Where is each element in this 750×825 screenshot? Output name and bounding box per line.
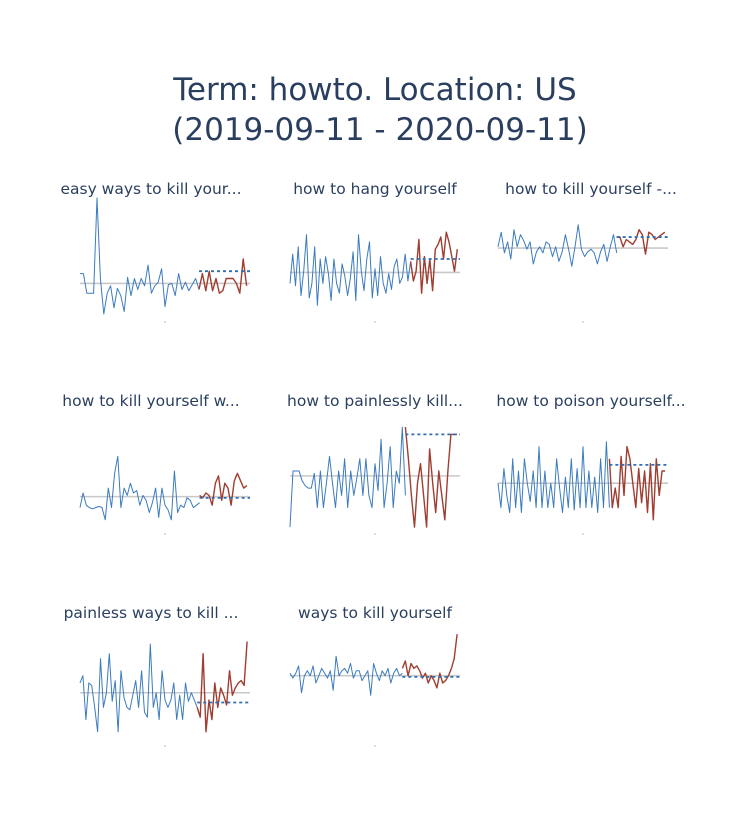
axis-tick-mark <box>582 321 584 323</box>
axis-tick-mark <box>164 745 166 747</box>
panel-title: painless ways to kill ... <box>64 604 239 622</box>
chart-panel: easy ways to kill your... <box>60 180 250 323</box>
recent-series-line <box>409 231 458 294</box>
history-series-line <box>289 426 406 528</box>
panel-grid: easy ways to kill your... how to hang you… <box>60 180 686 747</box>
panel-title: how to kill yourself -... <box>505 180 677 198</box>
chart-panel: painless ways to kill ... <box>64 604 250 747</box>
figure-title-line-1: Term: howto. Location: US <box>172 72 576 108</box>
panel-title: ways to kill yourself <box>298 604 452 622</box>
recent-series-line <box>608 445 666 521</box>
axis-tick-mark <box>374 745 376 747</box>
history-series-line <box>289 655 403 696</box>
history-series-line <box>79 643 198 733</box>
axis-tick-mark <box>582 533 584 535</box>
recent-series-line <box>199 472 248 506</box>
recent-series-line <box>401 634 458 689</box>
history-series-line <box>80 197 200 315</box>
axis-tick-mark <box>374 533 376 535</box>
axis-tick-mark <box>164 533 166 535</box>
chart-panel: how to painlessly kill... <box>287 392 463 535</box>
panel-title: easy ways to kill your... <box>60 180 241 198</box>
axis-tick-mark <box>374 321 376 323</box>
recent-series-line <box>198 258 248 294</box>
chart-panel: how to kill yourself -... <box>497 180 677 323</box>
history-series-line <box>497 441 610 513</box>
chart-panel: ways to kill yourself <box>289 604 460 747</box>
history-series-line <box>289 234 412 306</box>
panel-title: how to kill yourself w... <box>62 392 239 410</box>
chart-panel: how to kill yourself w... <box>62 392 250 535</box>
history-series-line <box>497 224 618 267</box>
recent-series-line <box>616 228 666 255</box>
panel-title: how to poison yourself... <box>496 392 685 410</box>
chart-panel: how to poison yourself... <box>496 392 686 535</box>
figure-title-line-2: (2019-09-11 - 2020-09-11) <box>172 112 587 148</box>
recent-series-line <box>404 427 457 528</box>
panel-title: how to hang yourself <box>293 180 457 198</box>
axis-tick-mark <box>164 321 166 323</box>
panel-title: how to painlessly kill... <box>287 392 463 410</box>
recent-series-line <box>196 641 248 733</box>
history-series-line <box>79 455 200 521</box>
chart-panel: how to hang yourself <box>289 180 460 323</box>
